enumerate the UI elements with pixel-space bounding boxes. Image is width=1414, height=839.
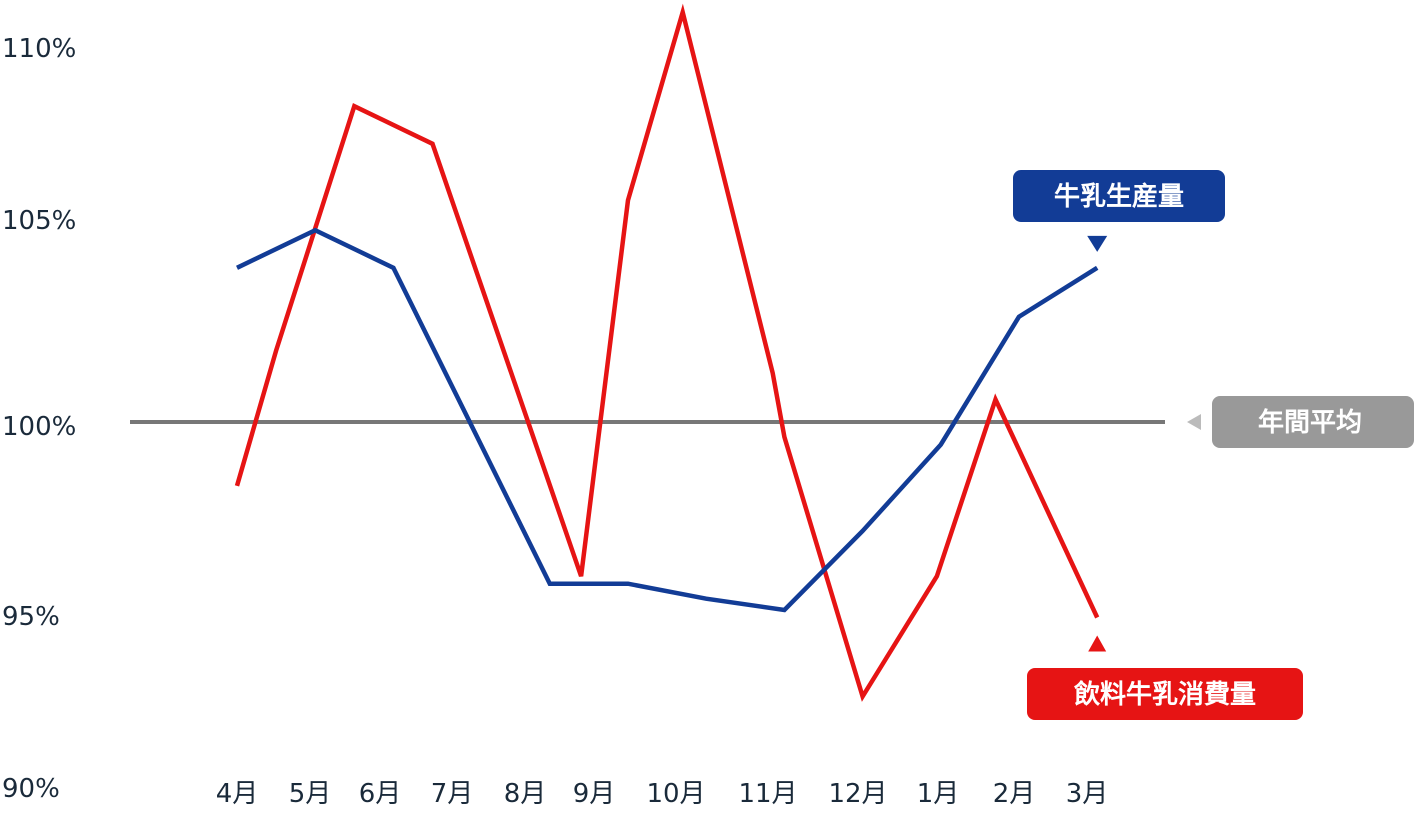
milk-consumption-badge bbox=[1027, 668, 1303, 720]
x-tick-label: 9月 bbox=[573, 779, 616, 809]
series-group bbox=[234, 3, 1100, 702]
y-tick-label: 110% bbox=[2, 34, 76, 64]
annual-average-label: 年間平均 bbox=[1258, 407, 1362, 438]
x-tick-label: 12月 bbox=[828, 779, 887, 809]
y-axis-ticks: 90% 95% 100% 105% 110% bbox=[2, 34, 76, 804]
x-tick-label: 2月 bbox=[993, 779, 1036, 809]
series-line-1 bbox=[234, 3, 1100, 702]
milk-consumption-label: 飲料牛乳消費量 bbox=[1073, 679, 1256, 710]
milk-production-badge bbox=[1013, 170, 1225, 222]
x-tick-label: 7月 bbox=[431, 779, 474, 809]
y-tick-label: 105% bbox=[2, 206, 76, 236]
y-tick-label: 95% bbox=[2, 602, 60, 632]
x-tick-label: 10月 bbox=[646, 779, 705, 809]
x-tick-label: 4月 bbox=[216, 779, 259, 809]
series-line-0 bbox=[236, 227, 1099, 613]
x-tick-label: 8月 bbox=[504, 779, 547, 809]
milk-production-pointer bbox=[1087, 235, 1108, 252]
y-tick-label: 100% bbox=[2, 412, 76, 442]
x-axis-ticks: 4月 5月 6月 7月 8月 9月 10月 11月 12月 1月 2月 3月 bbox=[216, 779, 1109, 809]
x-tick-label: 5月 bbox=[289, 779, 332, 809]
x-tick-label: 6月 bbox=[359, 779, 402, 809]
x-tick-label: 3月 bbox=[1066, 779, 1109, 809]
y-tick-label: 90% bbox=[2, 774, 60, 804]
x-tick-label: 1月 bbox=[917, 779, 960, 809]
x-tick-label: 11月 bbox=[738, 779, 797, 809]
milk-consumption-pointer bbox=[1088, 635, 1107, 652]
annual-average-pointer bbox=[1187, 414, 1201, 430]
reference-line-group: 年間平均 bbox=[130, 396, 1414, 448]
milk-production-label: 牛乳生産量 bbox=[1054, 181, 1184, 212]
annual-average-badge bbox=[1212, 396, 1414, 448]
